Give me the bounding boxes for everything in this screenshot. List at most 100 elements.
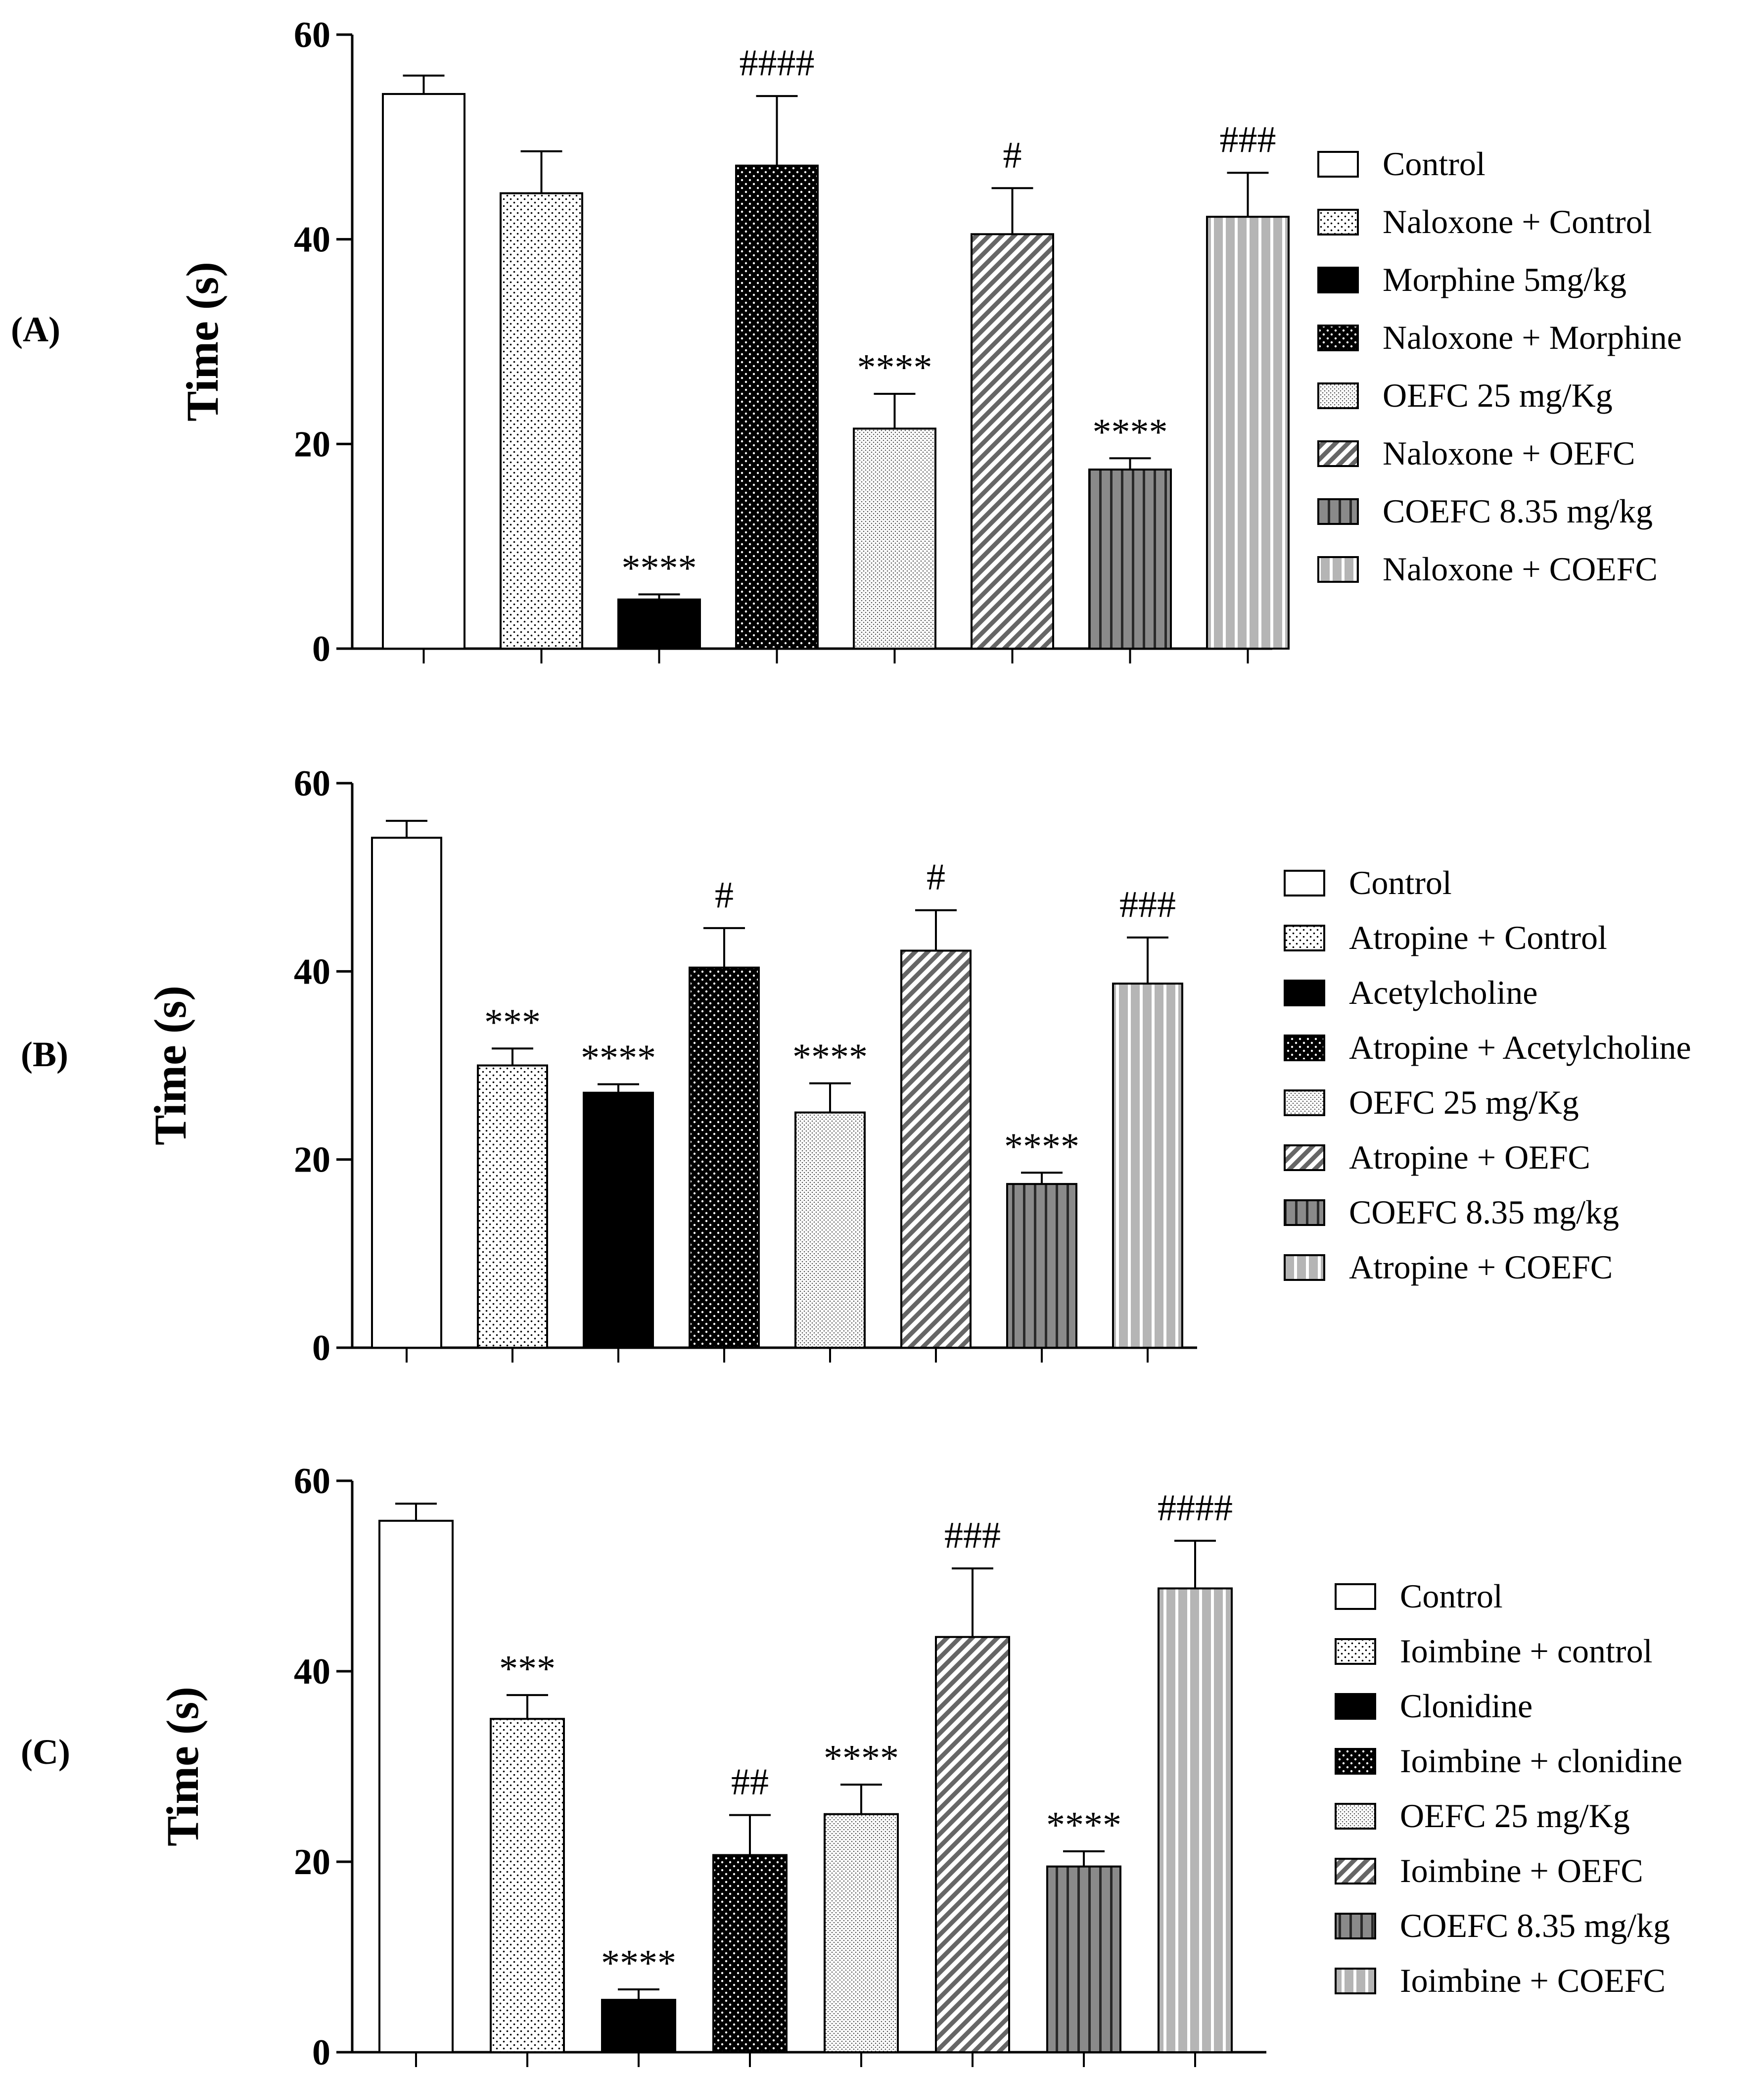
- legend-label: Clonidine: [1400, 1687, 1532, 1725]
- significance-label: ****: [581, 1037, 656, 1079]
- bar: [500, 192, 583, 650]
- significance-label: ****: [1046, 1804, 1121, 1846]
- bar: [371, 837, 442, 1349]
- significance-label: ***: [499, 1648, 556, 1690]
- legend-swatch: [1335, 1858, 1376, 1885]
- y-axis-label: Time (s): [145, 986, 195, 1145]
- bar: [853, 427, 936, 650]
- chart-panel: (B) Time (s)0204060*******#****#****###Co…: [21, 763, 1691, 1368]
- legend-swatch: [1317, 498, 1359, 525]
- legend-label: Naloxone + COEFC: [1383, 550, 1658, 588]
- bar: [900, 949, 972, 1349]
- y-tick-label: 60: [294, 15, 330, 55]
- legend-label: Control: [1349, 864, 1452, 901]
- legend-label: Atropine + OEFC: [1349, 1138, 1590, 1176]
- legend-label: Atropine + COEFC: [1349, 1248, 1613, 1286]
- chart-panels: (A) Time (s)0204060****####****#****###Co…: [11, 15, 1691, 2073]
- legend-label: Control: [1383, 145, 1485, 183]
- chart-panel: (C) Time (s)0204060*******##****###****##…: [21, 1461, 1682, 2073]
- legend-label: OEFC 25 mg/Kg: [1400, 1797, 1630, 1835]
- legend-label: Ioimbine + OEFC: [1400, 1852, 1643, 1889]
- legend-label: OEFC 25 mg/Kg: [1383, 377, 1613, 414]
- legend-label: Ioimbine + control: [1400, 1632, 1652, 1670]
- bar: [1158, 1587, 1233, 2053]
- y-tick-label: 60: [294, 763, 330, 804]
- bar: [477, 1064, 548, 1349]
- legend-swatch: [1335, 1583, 1376, 1610]
- significance-label: ##: [731, 1761, 769, 1803]
- legend-swatch: [1284, 1254, 1325, 1281]
- legend-label: COEFC 8.35 mg/kg: [1383, 492, 1653, 530]
- legend-label: Atropine + Control: [1349, 919, 1607, 956]
- legend-label: Acetylcholine: [1349, 974, 1537, 1011]
- legend-swatch: [1284, 1144, 1325, 1171]
- legend-swatch: [1335, 1968, 1376, 1994]
- legend-swatch: [1335, 1693, 1376, 1720]
- significance-label: ****: [601, 1942, 676, 1984]
- significance-label: ***: [484, 1001, 541, 1043]
- significance-label: ****: [1004, 1126, 1079, 1167]
- legend-swatch: [1284, 980, 1325, 1006]
- bar: [1206, 216, 1290, 650]
- legend-swatch: [1335, 1638, 1376, 1665]
- legend-swatch: [1335, 1913, 1376, 1939]
- legend-swatch: [1317, 556, 1359, 583]
- legend-label: Ioimbine + COEFC: [1400, 1962, 1666, 1999]
- bar: [712, 1854, 788, 2053]
- legend-swatch: [1335, 1803, 1376, 1830]
- significance-label: ****: [824, 1738, 899, 1779]
- bar: [935, 1636, 1010, 2053]
- legend-swatch: [1317, 267, 1359, 293]
- y-axis-label: Time (s): [157, 1687, 208, 1846]
- significance-label: #: [715, 874, 734, 916]
- legend-swatch: [1335, 1748, 1376, 1775]
- bar: [689, 966, 760, 1349]
- panel-label: (C): [21, 1732, 70, 1772]
- bar: [824, 1813, 899, 2053]
- y-tick-label: 40: [294, 220, 330, 260]
- significance-label: ###: [1220, 119, 1276, 160]
- y-tick-label: 0: [312, 1328, 330, 1368]
- bar: [382, 93, 465, 650]
- y-tick-label: 0: [312, 629, 330, 669]
- bar: [1006, 1183, 1077, 1349]
- legend-label: COEFC 8.35 mg/kg: [1349, 1193, 1619, 1231]
- legend-label: COEFC 8.35 mg/kg: [1400, 1907, 1670, 1944]
- y-tick-label: 0: [312, 2032, 330, 2073]
- legend-label: Ioimbine + clonidine: [1400, 1742, 1682, 1780]
- y-tick-label: 40: [294, 1651, 330, 1692]
- legend-swatch: [1317, 382, 1359, 409]
- legend-swatch: [1317, 151, 1359, 178]
- bar: [971, 233, 1054, 650]
- significance-label: #: [1003, 134, 1022, 176]
- bar: [601, 1999, 676, 2053]
- bar: [1112, 983, 1183, 1349]
- legend-swatch: [1284, 1035, 1325, 1061]
- y-tick-label: 20: [294, 1140, 330, 1180]
- y-tick-label: 40: [294, 951, 330, 992]
- significance-label: ###: [1119, 884, 1176, 925]
- significance-label: ****: [622, 547, 697, 589]
- bar: [378, 1519, 454, 2054]
- significance-label: ****: [792, 1036, 868, 1078]
- y-tick-label: 20: [294, 1842, 330, 1883]
- bar: [490, 1718, 565, 2053]
- legend-label: Atropine + Acetylcholine: [1349, 1029, 1691, 1066]
- chart-panel: (A) Time (s) 0 20 40 60 **** #### **** # **** ### Co…: [11, 15, 1682, 669]
- bar: [617, 598, 701, 650]
- legend-swatch: [1317, 325, 1359, 351]
- bar: [1046, 1865, 1121, 2053]
- legend-swatch: [1317, 440, 1359, 467]
- legend-label: Naloxone + OEFC: [1383, 434, 1635, 472]
- y-axis-label: Time (s): [177, 262, 228, 422]
- bar: [735, 164, 819, 650]
- significance-label: ####: [740, 42, 815, 84]
- bar: [583, 1091, 654, 1349]
- panel-label: (B): [21, 1035, 68, 1074]
- y-tick-label: 60: [294, 1461, 330, 1502]
- significance-label: ####: [1158, 1487, 1233, 1528]
- legend-swatch: [1284, 1199, 1325, 1226]
- legend-swatch: [1284, 925, 1325, 951]
- significance-label: ****: [1093, 411, 1168, 453]
